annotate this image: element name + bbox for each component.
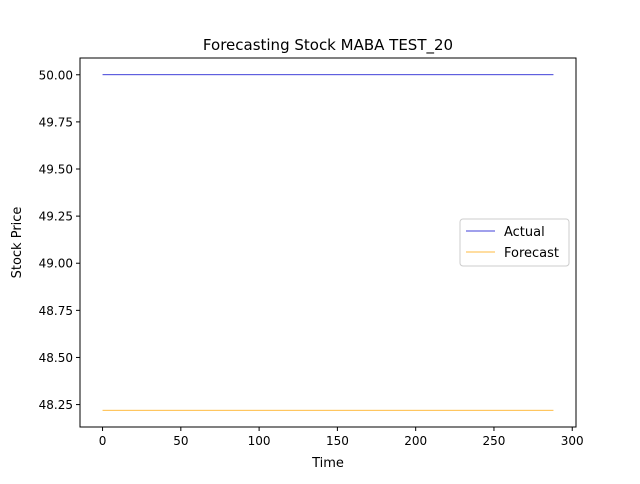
- legend: Actual Forecast: [459, 218, 570, 267]
- x-axis-label: Time: [311, 456, 344, 471]
- x-tick-label: 50: [173, 434, 188, 448]
- legend-label-actual: Actual: [504, 225, 545, 240]
- x-tick-label: 250: [483, 434, 506, 448]
- y-tick-label: 49.25: [39, 210, 73, 224]
- y-tick-label: 49.75: [39, 115, 73, 129]
- y-tick-label: 49.00: [39, 257, 73, 271]
- x-tick-label: 150: [326, 434, 349, 448]
- plot-area-frame: [79, 57, 577, 428]
- x-tick-label: 300: [561, 434, 584, 448]
- y-axis-label: Stock Price: [10, 207, 25, 279]
- x-axis-ticks: 0 50 100 150 200 250 300: [99, 427, 584, 448]
- y-tick-label: 50.00: [39, 68, 73, 82]
- chart-title: Forecasting Stock MABA TEST_20: [203, 36, 453, 55]
- legend-label-forecast: Forecast: [504, 246, 559, 261]
- series-layer: [102, 74, 554, 411]
- x-tick-label: 0: [99, 434, 107, 448]
- x-tick-label: 200: [404, 434, 427, 448]
- y-tick-label: 48.50: [39, 351, 73, 365]
- y-tick-label: 48.25: [39, 398, 73, 412]
- y-tick-label: 49.50: [39, 163, 73, 177]
- y-tick-label: 48.75: [39, 304, 73, 318]
- x-tick-label: 100: [248, 434, 271, 448]
- y-axis-ticks: 48.25 48.50 48.75 49.00 49.25 49.50 49.75 50.00: [39, 68, 80, 412]
